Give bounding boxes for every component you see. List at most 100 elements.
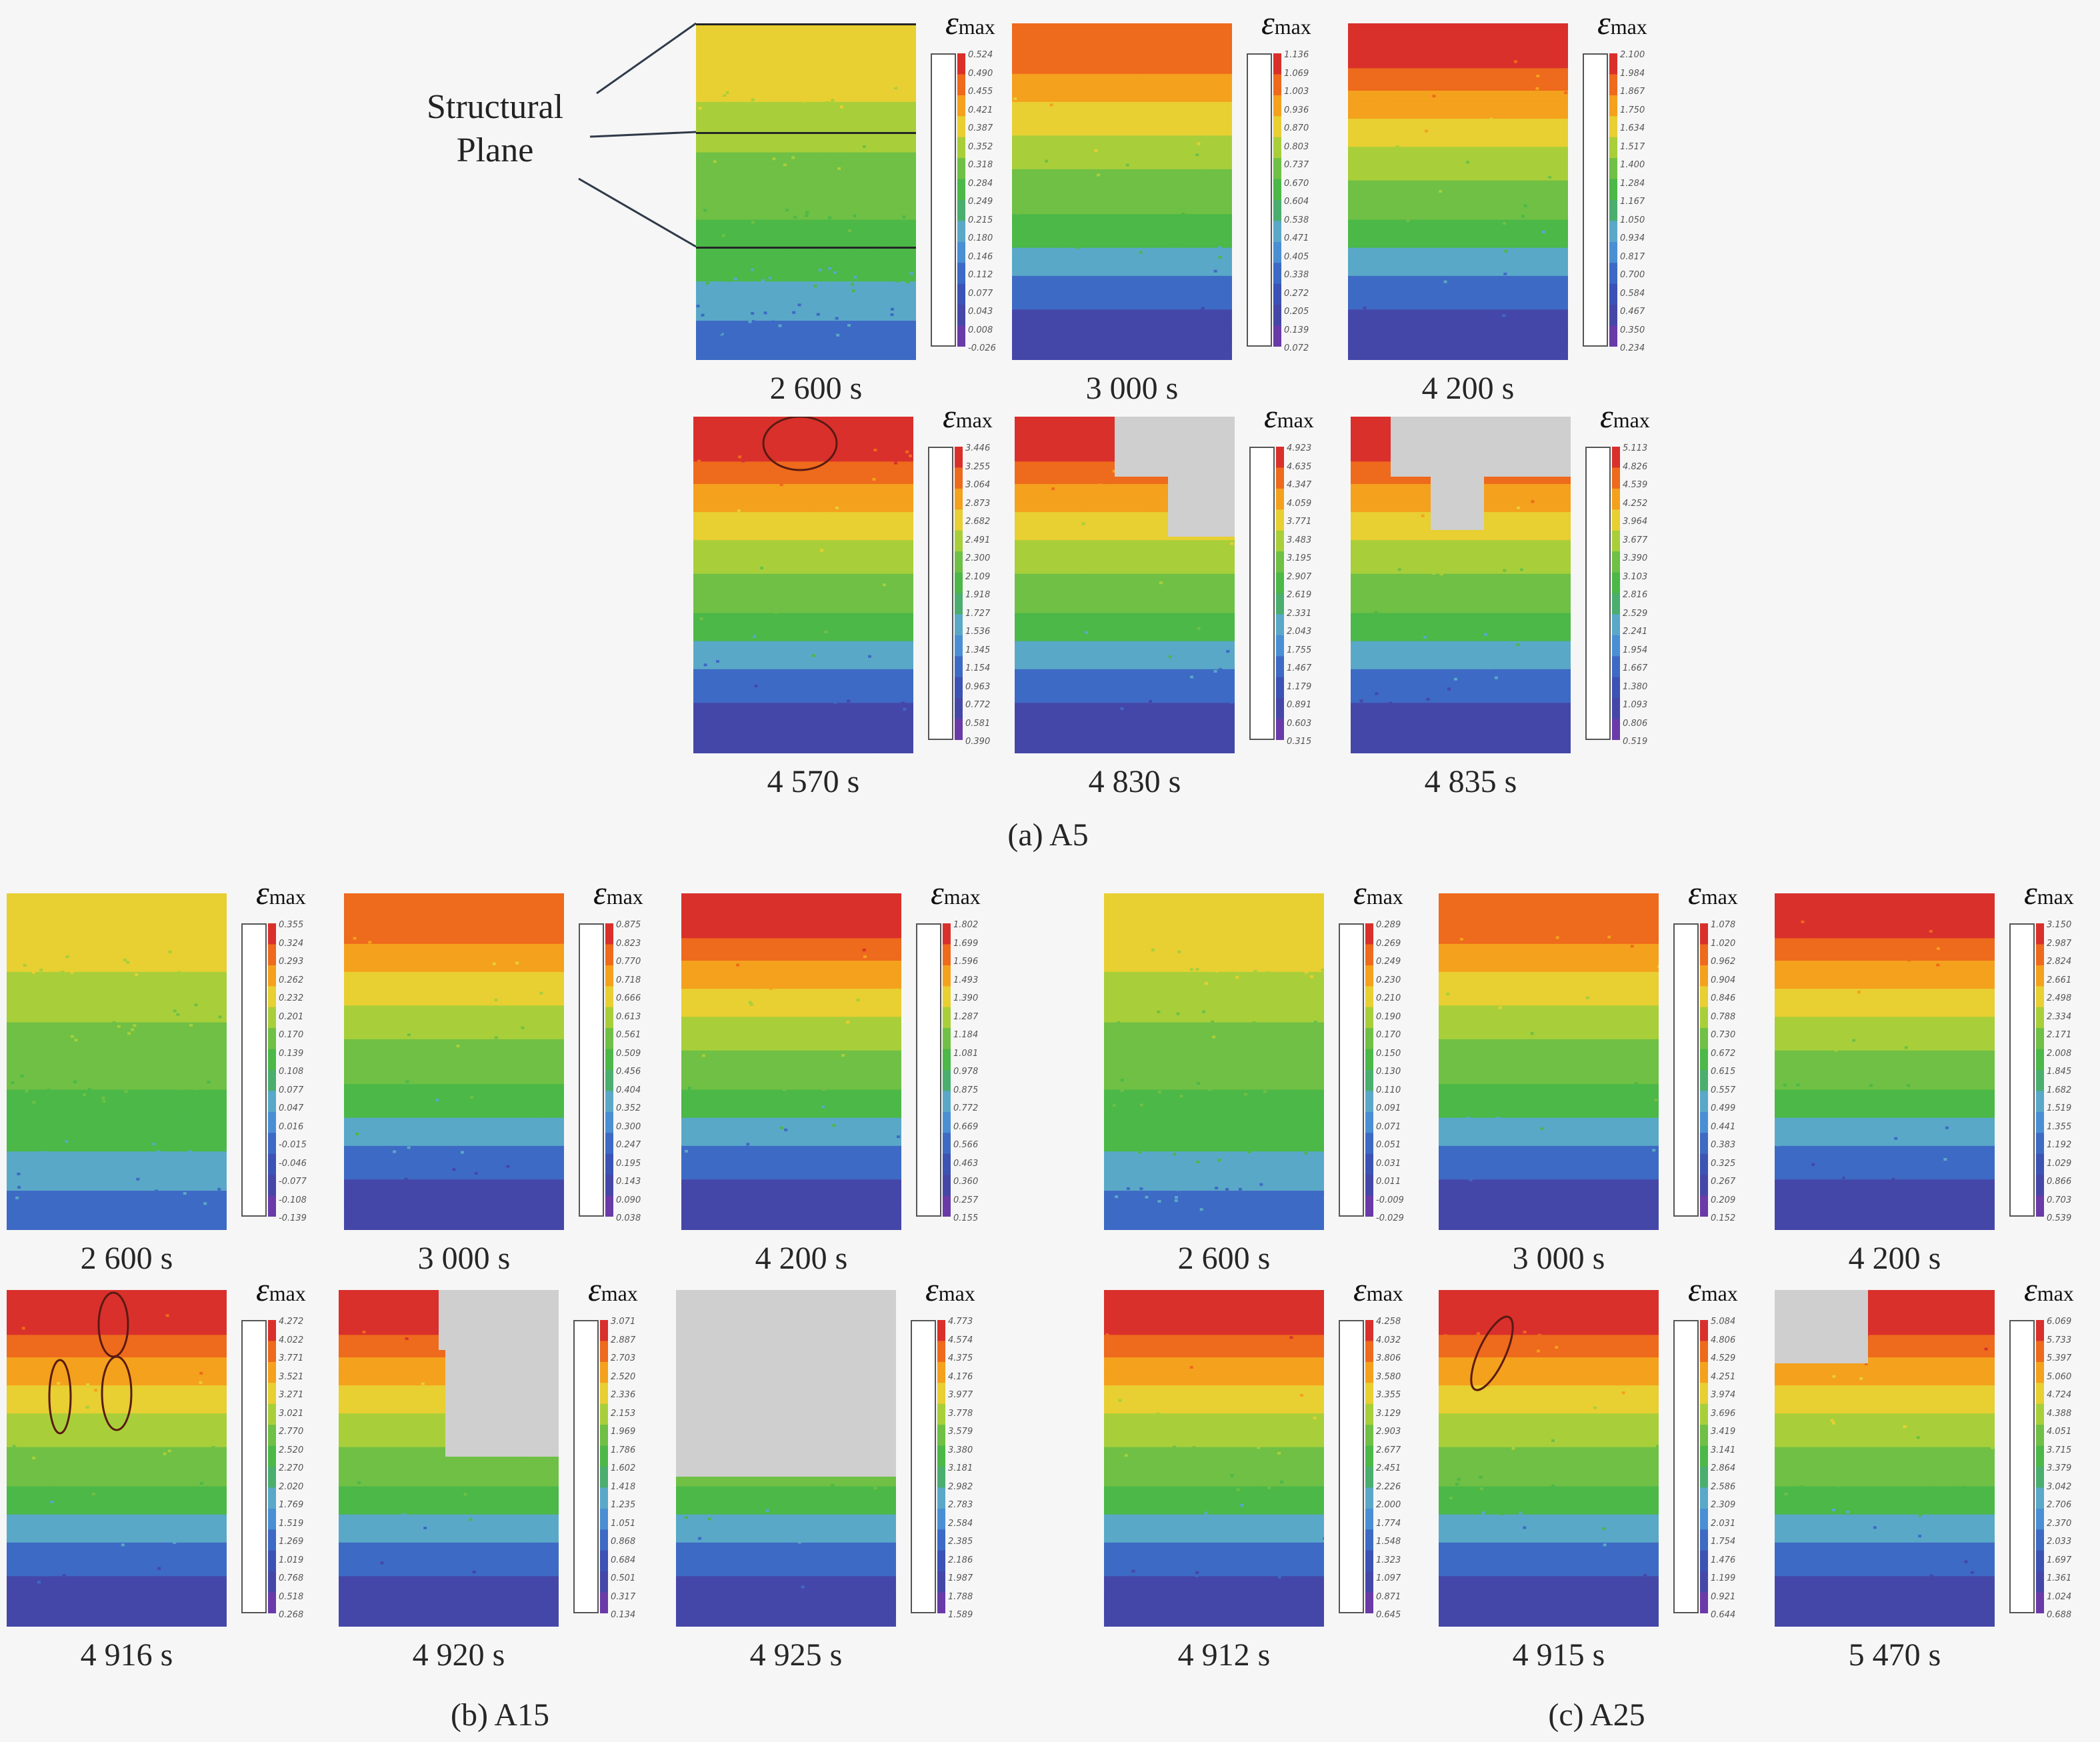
strain-speckle xyxy=(1555,936,1559,939)
strain-band xyxy=(1015,629,1235,637)
strain-band xyxy=(696,147,916,153)
strain-speckle xyxy=(1906,1424,1910,1427)
strain-speckle xyxy=(169,1179,173,1183)
colorbar-tick-label: 0.770 xyxy=(616,957,641,967)
colorbar-title-subscript: max xyxy=(269,1281,306,1305)
strain-band xyxy=(696,135,916,142)
colorbar-tick-label: 0.566 xyxy=(953,1140,979,1150)
colorbar-tick-label: 0.130 xyxy=(1376,1067,1401,1077)
strain-speckle xyxy=(1195,968,1199,971)
colorbar-swatch xyxy=(1365,986,1373,1008)
strain-band xyxy=(7,1593,227,1599)
colorbar-swatch xyxy=(943,944,951,966)
strain-band xyxy=(1439,1290,1659,1297)
strain-speckle xyxy=(1123,1015,1127,1018)
colorbar-tick-label: 4.176 xyxy=(948,1371,973,1382)
colorbar-tick-label: 2.529 xyxy=(1623,608,1648,619)
strain-speckle xyxy=(1239,915,1243,917)
strain-speckle xyxy=(1808,1029,1812,1032)
strain-band xyxy=(696,85,916,91)
strain-speckle xyxy=(1254,1593,1258,1596)
colorbar-title-symbol: ε xyxy=(1597,4,1611,41)
colorbar-tick-label: 0.077 xyxy=(968,288,993,299)
colorbar-tick-label: 0.613 xyxy=(616,1011,641,1022)
strain-band xyxy=(1348,96,1568,103)
strain-band xyxy=(1775,1374,1995,1381)
colorbar-title: εmax xyxy=(1264,397,1314,435)
strain-band xyxy=(1439,1329,1659,1336)
colorbar-title-subscript: max xyxy=(1610,15,1647,39)
strain-speckle xyxy=(1374,611,1378,614)
strain-band xyxy=(1012,23,1232,30)
colorbar-tick-label: 3.677 xyxy=(1623,535,1648,545)
colorbar-swatch xyxy=(2036,1445,2044,1467)
colorbar-tick-label: 0.355 xyxy=(279,920,304,930)
strain-speckle xyxy=(1056,34,1060,37)
strain-speckle xyxy=(1387,440,1391,443)
strain-speckle xyxy=(1809,1057,1812,1060)
strain-speckle xyxy=(1023,553,1027,555)
strain-speckle xyxy=(881,116,885,119)
strain-speckle xyxy=(1457,39,1461,43)
strain-speckle xyxy=(1211,1020,1215,1023)
strain-band xyxy=(1775,1129,1995,1135)
strain-speckle xyxy=(851,258,855,261)
strain-speckle xyxy=(1109,481,1112,485)
colorbar-tick-label: 1.802 xyxy=(953,920,979,930)
strain-speckle xyxy=(1306,965,1310,969)
strain-speckle xyxy=(1812,926,1816,929)
strain-speckle xyxy=(470,1096,474,1099)
strain-speckle xyxy=(156,1133,160,1136)
strain-speckle xyxy=(853,275,857,279)
strain-band xyxy=(1348,321,1568,327)
strain-speckle xyxy=(1114,1531,1118,1534)
strain-speckle xyxy=(1513,1584,1517,1587)
strain-speckle xyxy=(1126,1187,1130,1190)
strain-heatmap xyxy=(1104,893,1324,1230)
strain-speckle xyxy=(1194,1075,1198,1078)
strain-speckle xyxy=(820,549,824,552)
colorbar-title-subscript: max xyxy=(1277,408,1314,432)
strain-band xyxy=(693,641,913,648)
colorbar-strip xyxy=(1700,1320,1708,1613)
strain-speckle xyxy=(47,1183,51,1187)
strain-band xyxy=(1015,489,1235,496)
strain-speckle xyxy=(1102,739,1106,743)
strain-band xyxy=(1351,663,1571,670)
strain-band xyxy=(693,512,913,519)
strain-speckle xyxy=(1445,350,1449,353)
strain-speckle xyxy=(143,912,147,915)
strain-speckle xyxy=(1281,953,1285,957)
colorbar-swatch xyxy=(1609,95,1617,117)
strain-band xyxy=(1104,1213,1324,1220)
strain-speckle xyxy=(1278,1183,1282,1187)
strain-speckle xyxy=(1495,706,1499,709)
colorbar-swatch xyxy=(1700,1320,1708,1342)
strain-speckle xyxy=(379,1619,383,1623)
strain-speckle xyxy=(1309,975,1313,978)
strain-speckle xyxy=(1183,1033,1187,1036)
strain-speckle xyxy=(838,1091,842,1094)
colorbar-swatch xyxy=(937,1425,945,1447)
strain-speckle xyxy=(1322,1328,1324,1331)
colorbar-title: εmax xyxy=(1353,1270,1403,1309)
strain-speckle xyxy=(728,899,731,903)
strain-speckle xyxy=(73,1123,77,1126)
strain-speckle xyxy=(791,39,795,42)
strain-speckle xyxy=(769,1043,772,1046)
strain-speckle xyxy=(793,583,797,587)
colorbar-tick-label: 0.584 xyxy=(1620,288,1645,299)
strain-band xyxy=(693,461,913,468)
strain-speckle xyxy=(862,145,866,148)
strain-speckle xyxy=(225,961,227,964)
strain-speckle xyxy=(202,1151,206,1155)
strain-band xyxy=(1348,331,1568,339)
strain-speckle xyxy=(112,965,116,968)
strain-band xyxy=(693,601,913,609)
colorbar-tick-label: 0.688 xyxy=(2047,1610,2072,1620)
strain-band xyxy=(1439,1609,1659,1617)
strain-speckle xyxy=(131,1028,135,1031)
strain-speckle xyxy=(1580,1387,1584,1391)
strain-speckle xyxy=(751,221,755,224)
strain-speckle xyxy=(173,1541,177,1544)
